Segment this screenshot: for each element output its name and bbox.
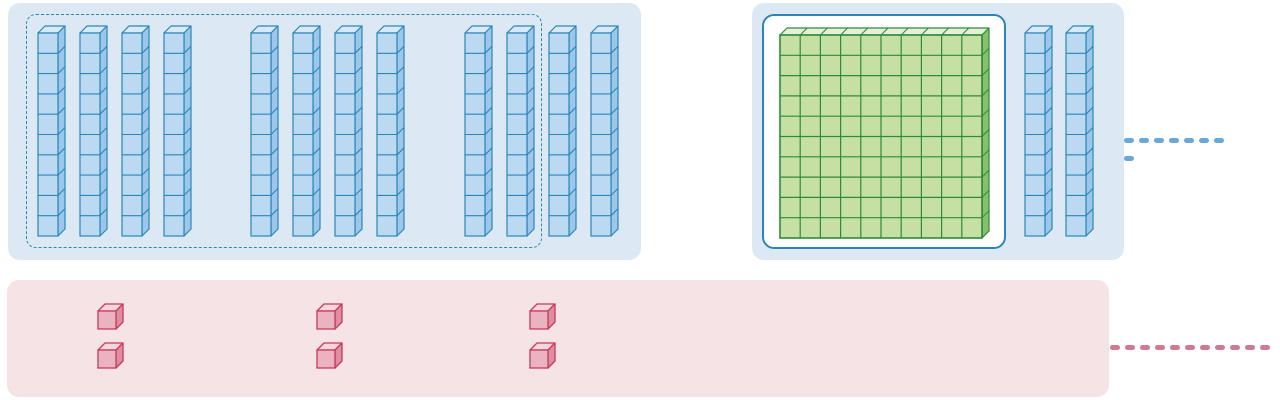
ten-rod bbox=[79, 25, 108, 237]
continuation-dot bbox=[1110, 345, 1120, 350]
one-cube bbox=[529, 303, 556, 330]
tens-panel bbox=[8, 3, 641, 260]
ten-rod bbox=[506, 25, 535, 237]
continuation-dot bbox=[1124, 156, 1134, 161]
tens-continuation-dots bbox=[1124, 130, 1240, 161]
continuation-dot bbox=[1214, 138, 1224, 143]
continuation-dot bbox=[1125, 345, 1135, 350]
one-cube bbox=[97, 342, 124, 369]
ones-panel bbox=[7, 280, 1109, 397]
continuation-dot bbox=[1245, 345, 1255, 350]
continuation-dot bbox=[1155, 345, 1165, 350]
continuation-dot bbox=[1140, 345, 1150, 350]
ten-rod bbox=[1024, 25, 1053, 237]
continuation-dot bbox=[1124, 138, 1134, 143]
hundred-flat bbox=[779, 27, 990, 239]
continuation-dot bbox=[1170, 345, 1180, 350]
ten-rod bbox=[334, 25, 363, 237]
continuation-dot bbox=[1260, 345, 1270, 350]
ten-rod bbox=[37, 25, 66, 237]
continuation-dot bbox=[1139, 138, 1149, 143]
ten-rod bbox=[548, 25, 577, 237]
continuation-dot bbox=[1169, 138, 1179, 143]
ten-rod bbox=[1065, 25, 1094, 237]
continuation-dot bbox=[1199, 138, 1209, 143]
one-cube bbox=[316, 303, 343, 330]
ten-rod bbox=[464, 25, 493, 237]
continuation-dot bbox=[1230, 345, 1240, 350]
ten-rod bbox=[292, 25, 321, 237]
ten-rod bbox=[376, 25, 405, 237]
ten-rod bbox=[163, 25, 192, 237]
continuation-dot bbox=[1154, 138, 1164, 143]
ten-rods-group-outline bbox=[26, 14, 542, 248]
one-cube bbox=[316, 342, 343, 369]
continuation-dot bbox=[1185, 345, 1195, 350]
ones-continuation-dots bbox=[1110, 337, 1280, 350]
one-cube bbox=[529, 342, 556, 369]
one-cube bbox=[97, 303, 124, 330]
continuation-dot bbox=[1184, 138, 1194, 143]
ten-rod bbox=[121, 25, 150, 237]
continuation-dot bbox=[1200, 345, 1210, 350]
continuation-dot bbox=[1215, 345, 1225, 350]
ten-rod bbox=[250, 25, 279, 237]
ten-rod bbox=[590, 25, 619, 237]
